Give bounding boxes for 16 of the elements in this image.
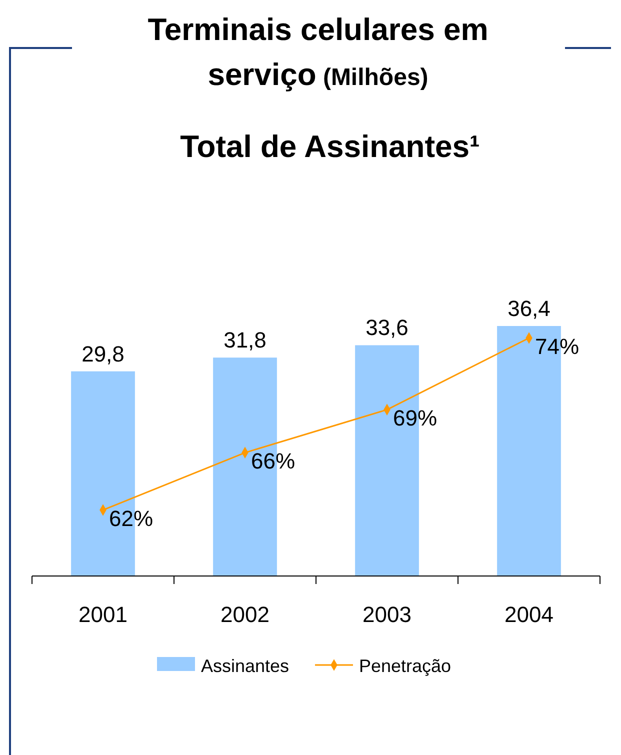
data-label: 29,8	[82, 341, 124, 366]
data-label: 69%	[393, 406, 438, 431]
x-tick-label: 2001	[78, 602, 128, 627]
data-label: 66%	[251, 448, 296, 474]
data-label: 36,4	[508, 296, 550, 321]
data-label: 62%	[109, 506, 154, 531]
data-label: 31,8	[224, 328, 266, 353]
data-label: 74%	[535, 334, 580, 359]
legend-label: Assinantes	[201, 656, 290, 676]
legend-label: Penetração	[359, 656, 452, 676]
x-tick-label: 2003	[362, 602, 412, 627]
chart-subtitle: Total de Assinantes¹	[180, 129, 480, 164]
x-tick-label: 2002	[220, 602, 270, 627]
x-tick-label: 2004	[504, 602, 554, 627]
data-label: 33,6	[366, 315, 408, 340]
chart-title: Terminais celulares em serviço (Milhões)	[148, 12, 488, 92]
